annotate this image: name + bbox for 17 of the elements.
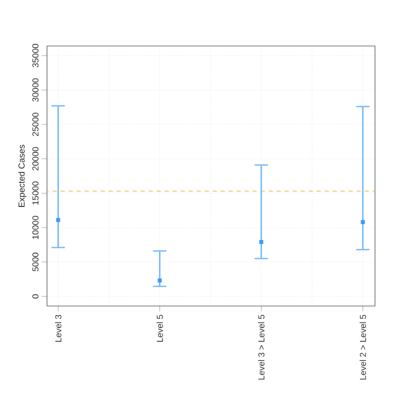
y-tick-label: 10000 — [32, 216, 39, 239]
point — [158, 278, 162, 283]
point — [56, 218, 60, 222]
y-tick-label: 5000 — [32, 252, 39, 272]
x-tick-label: Level 3 — [54, 314, 62, 342]
y-tick-label: 30000 — [32, 78, 39, 102]
x-tick-label: Level 5 — [156, 314, 163, 342]
x-tick-label: Level 2 > Level 5 — [360, 314, 366, 380]
point — [360, 220, 365, 224]
y-tick-label: 15000 — [32, 181, 39, 205]
y-tick-label: 35000 — [32, 44, 39, 68]
y-tick-label: 20000 — [32, 147, 39, 170]
y-tick-label: 0 — [32, 294, 39, 298]
x-tick-label: Level 3 > Level 5 — [258, 314, 264, 380]
y-axis-title: Expected Cases — [18, 144, 26, 207]
point — [259, 240, 264, 244]
y-tick-label: 25000 — [32, 112, 39, 136]
